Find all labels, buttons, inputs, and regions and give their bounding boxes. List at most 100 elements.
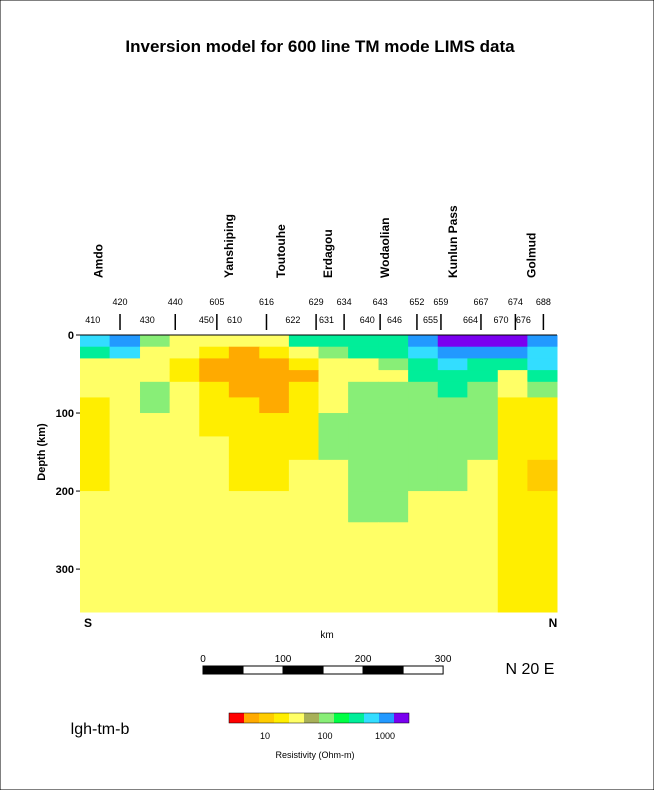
model-cell — [288, 491, 319, 523]
model-cell — [259, 522, 290, 570]
model-cell — [378, 335, 409, 348]
model-cell — [318, 397, 349, 414]
model-cell — [259, 335, 290, 348]
model-cell — [228, 346, 260, 359]
model-cell — [169, 370, 200, 383]
model-cell — [140, 569, 171, 613]
model-cell — [437, 413, 468, 437]
model-cell — [318, 491, 349, 523]
station-label: 440 — [168, 297, 183, 307]
model-cell — [527, 335, 558, 348]
model-cell — [109, 335, 141, 348]
model-cell — [288, 358, 319, 371]
model-cell — [527, 358, 558, 371]
model-cell — [228, 397, 260, 414]
model-cell — [288, 335, 319, 348]
model-cell — [199, 335, 230, 348]
model-cell — [140, 459, 171, 492]
model-cell — [228, 413, 260, 437]
colorbar-swatch — [244, 713, 259, 723]
model-cell — [228, 381, 260, 398]
model-cell — [408, 370, 439, 383]
colorbar-tick-label: 1000 — [375, 731, 395, 741]
model-cell — [437, 370, 468, 383]
station-label: 643 — [373, 297, 388, 307]
model-cell — [467, 522, 499, 570]
model-cell — [80, 413, 111, 437]
model-cell — [199, 370, 230, 383]
model-cell — [109, 436, 141, 461]
model-cell — [288, 459, 319, 492]
model-cell — [169, 522, 200, 570]
model-cell — [80, 459, 111, 492]
site-name: Toutouhe — [274, 224, 288, 278]
model-cell — [527, 522, 558, 570]
scale-segment — [362, 665, 404, 675]
station-label: 674 — [508, 297, 523, 307]
model-cell — [169, 491, 200, 523]
model-cell — [318, 413, 349, 437]
site-name: Kunlun Pass — [446, 205, 460, 278]
model-cell — [348, 436, 380, 461]
model-cell — [109, 381, 141, 398]
model-cell — [467, 413, 499, 437]
model-cell — [199, 436, 230, 461]
model-cell — [109, 522, 141, 570]
model-cell — [467, 436, 499, 461]
model-cell — [199, 491, 230, 523]
model-cell — [527, 370, 558, 383]
model-cell — [437, 522, 468, 570]
model-cell — [80, 491, 111, 523]
model-cell — [80, 335, 111, 348]
model-cell — [467, 346, 499, 359]
model-cell — [318, 436, 349, 461]
model-cell — [348, 370, 380, 383]
model-cell — [348, 413, 380, 437]
site-name: Amdo — [91, 244, 105, 278]
model-cell — [527, 436, 558, 461]
model-cell — [228, 522, 260, 570]
model-cell — [467, 358, 499, 371]
colorbar-swatch — [379, 713, 394, 723]
model-cell — [437, 436, 468, 461]
model-cell — [80, 569, 111, 613]
model-cell — [169, 569, 200, 613]
scale-segment — [402, 665, 444, 675]
model-cell — [199, 346, 230, 359]
model-cell — [348, 459, 380, 492]
model-cell — [80, 381, 111, 398]
model-cell — [169, 436, 200, 461]
model-cell — [408, 358, 439, 371]
model-cell — [199, 413, 230, 437]
model-cell — [467, 335, 499, 348]
model-cell — [288, 346, 319, 359]
station-label: 622 — [285, 315, 300, 325]
model-cell — [318, 358, 349, 371]
model-cell — [408, 346, 439, 359]
model-cell — [348, 569, 380, 613]
scale-tick-label: 200 — [355, 654, 372, 665]
scale-segment — [202, 665, 244, 675]
model-cell — [259, 346, 290, 359]
model-cell — [169, 335, 200, 348]
model-cell — [437, 491, 468, 523]
model-cell — [527, 346, 558, 359]
model-cell — [80, 346, 111, 359]
model-cell — [259, 397, 290, 414]
site-name: Golmud — [524, 233, 538, 278]
model-cell — [318, 381, 349, 398]
model-cell — [228, 436, 260, 461]
model-cell — [259, 491, 290, 523]
colorbar-swatch — [289, 713, 304, 723]
model-cell — [228, 335, 260, 348]
y-tick-label: 300 — [56, 564, 74, 576]
colorbar-tick-label: 100 — [317, 731, 332, 741]
colorbar-swatch — [229, 713, 244, 723]
model-cell — [140, 413, 171, 437]
model-cell — [288, 413, 319, 437]
left-end-label: S — [84, 616, 92, 630]
station-label: 652 — [409, 297, 424, 307]
model-cell — [408, 413, 439, 437]
model-cell — [140, 370, 171, 383]
station-label: 676 — [516, 315, 531, 325]
